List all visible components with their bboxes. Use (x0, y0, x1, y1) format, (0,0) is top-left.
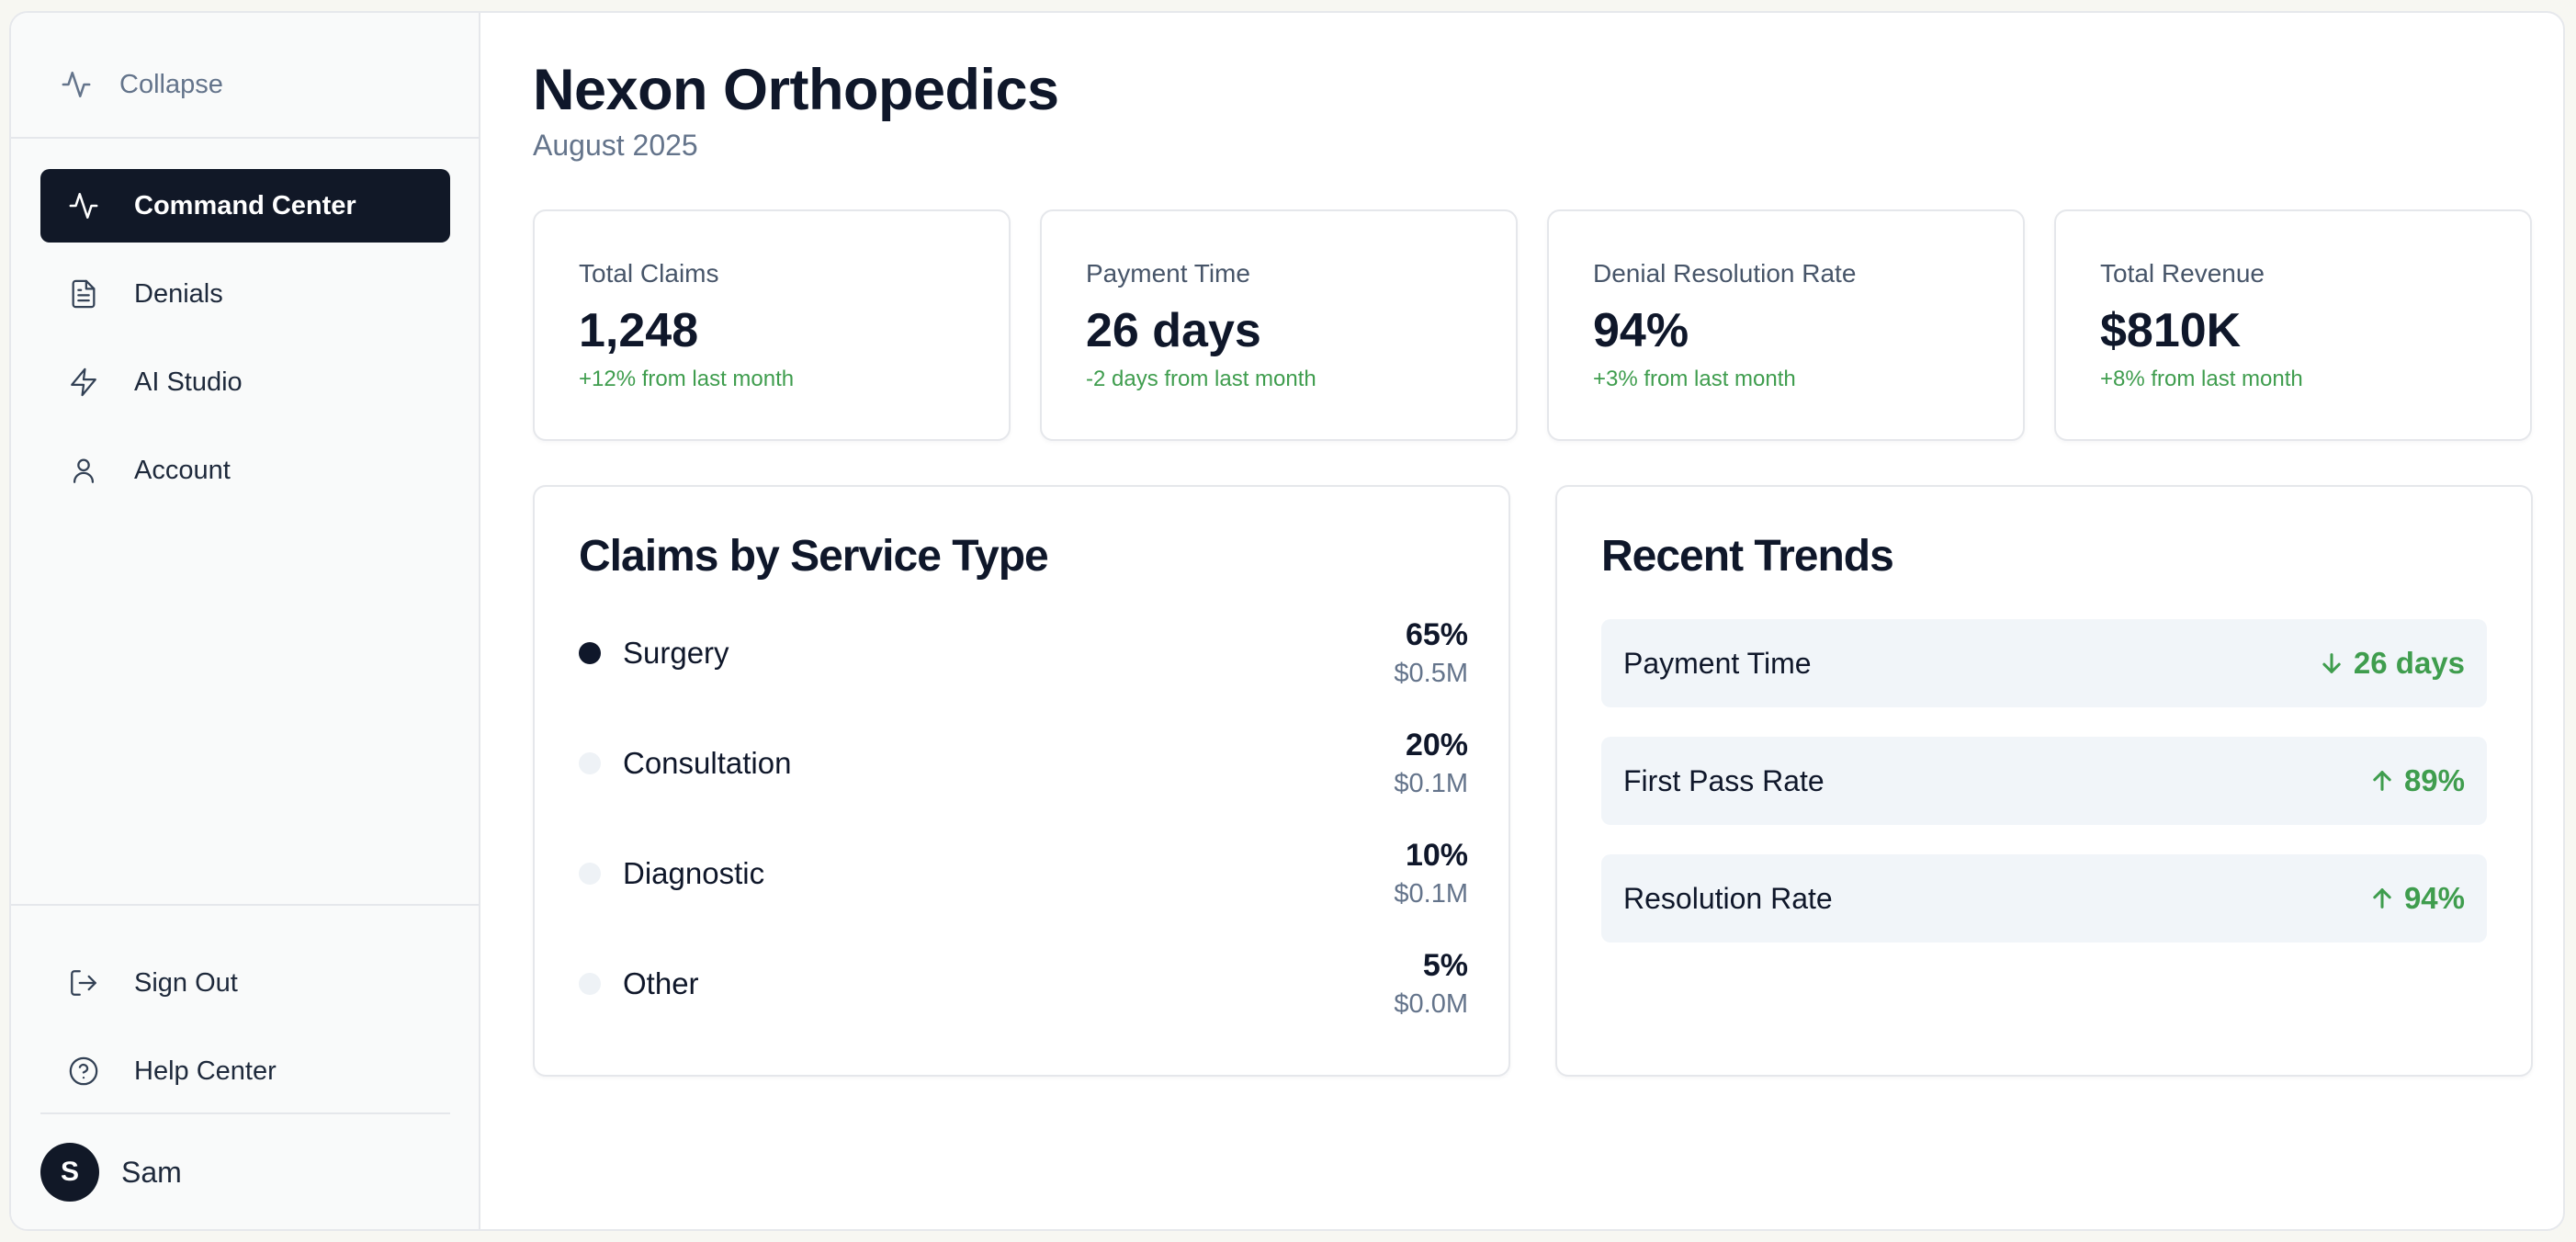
stat-change: -2 days from last month (1086, 367, 1316, 392)
panel-title: Claims by Service Type (579, 532, 1049, 581)
stat-card-total-claims: Total Claims 1,248 +12% from last month (533, 209, 1011, 441)
sidebar-item-denials[interactable]: Denials (40, 257, 450, 331)
service-name: Other (623, 966, 699, 1000)
stat-label: Payment Time (1086, 259, 1250, 288)
trend-row-payment-time: Payment Time 26 days (1601, 619, 2487, 707)
series-dot (579, 973, 601, 995)
help-icon (69, 1056, 98, 1086)
list-item: Diagnostic 10% $0.1M (579, 838, 1468, 948)
series-dot (579, 752, 601, 774)
sidebar-item-label: AI Studio (134, 367, 243, 397)
trend-value: 89% (2403, 763, 2465, 797)
stat-value: 94% (1593, 304, 1689, 357)
stat-card-total-revenue: Total Revenue $810K +8% from last month (2054, 209, 2532, 441)
user-icon (73, 458, 95, 483)
series-dot (579, 863, 601, 885)
document-icon (72, 279, 96, 309)
stat-label: Total Claims (579, 259, 719, 288)
lightning-icon (71, 367, 96, 397)
trend-name: Payment Time (1623, 646, 1812, 680)
list-item: Other 5% $0.0M (579, 948, 1468, 1058)
trend-value: 94% (2403, 881, 2465, 915)
list-item: Consultation 20% $0.1M (579, 728, 1468, 838)
service-percent: 20% (1405, 728, 1468, 762)
recent-trends-panel: Recent Trends Payment Time 26 days First… (1555, 485, 2533, 1077)
arrow-down-icon (2322, 653, 2341, 673)
service-amount: $0.1M (1394, 879, 1468, 909)
stat-card-payment-time: Payment Time 26 days -2 days from last m… (1040, 209, 1518, 441)
activity-icon (62, 71, 91, 98)
arrow-up-icon (2373, 888, 2391, 909)
trend-list: Payment Time 26 days First Pass Rate 89%… (1601, 619, 2487, 972)
service-name: Consultation (623, 746, 792, 780)
service-amount: $0.0M (1394, 989, 1468, 1019)
service-name: Surgery (623, 636, 729, 670)
arrow-up-icon (2373, 771, 2391, 791)
page-subtitle: August 2025 (533, 129, 698, 162)
sign-out-label: Sign Out (134, 967, 238, 998)
collapse-label: Collapse (119, 69, 223, 99)
service-name: Diagnostic (623, 856, 765, 890)
sidebar-item-label: Account (134, 455, 231, 485)
collapse-button[interactable]: Collapse (61, 59, 223, 110)
main-content: Nexon Orthopedics August 2025 Total Clai… (480, 13, 2563, 1229)
stat-value: $810K (2100, 304, 2242, 357)
sidebar-item-account[interactable]: Account (40, 434, 450, 507)
sidebar-item-label: Denials (134, 278, 223, 309)
service-list: Surgery 65% $0.5M Consultation 20% $0.1M (579, 617, 1468, 1058)
stat-change: +8% from last month (2100, 367, 2303, 392)
sidebar-nav: Command Center Denials AI Studio Account (40, 169, 450, 522)
trend-value: 26 days (2353, 646, 2465, 680)
help-center-button[interactable]: Help Center (40, 1034, 450, 1108)
stat-label: Denial Resolution Rate (1593, 259, 1857, 288)
trend-row-first-pass-rate: First Pass Rate 89% (1601, 737, 2487, 825)
user-name: Sam (121, 1155, 182, 1189)
sign-out-button[interactable]: Sign Out (40, 946, 450, 1020)
avatar: S (40, 1143, 99, 1202)
sign-out-icon (71, 970, 96, 996)
service-percent: 65% (1405, 617, 1468, 652)
panel-title: Recent Trends (1601, 532, 1894, 581)
service-percent: 5% (1422, 948, 1468, 983)
service-amount: $0.5M (1394, 659, 1468, 688)
trend-value-wrap: 89% (2369, 763, 2465, 798)
page-title: Nexon Orthopedics (533, 58, 1059, 122)
sidebar-item-label: Command Center (134, 190, 356, 220)
stat-card-denial-resolution-rate: Denial Resolution Rate 94% +3% from last… (1547, 209, 2025, 441)
activity-icon (69, 192, 98, 220)
user-profile[interactable]: S Sam (40, 1143, 182, 1202)
trend-row-resolution-rate: Resolution Rate 94% (1601, 854, 2487, 943)
stat-value: 26 days (1086, 304, 1261, 357)
app-window: Collapse Command Center Denials AI Studi… (9, 11, 2565, 1231)
stat-change: +3% from last month (1593, 367, 1796, 392)
claims-by-service-panel: Claims by Service Type Surgery 65% $0.5M (533, 485, 1510, 1077)
sidebar-divider (11, 904, 479, 906)
sidebar-item-ai-studio[interactable]: AI Studio (40, 345, 450, 419)
stat-change: +12% from last month (579, 367, 795, 392)
stats-row: Total Claims 1,248 +12% from last month … (533, 209, 2532, 441)
sidebar-divider (11, 137, 479, 139)
sidebar: Collapse Command Center Denials AI Studi… (11, 13, 480, 1229)
service-amount: $0.1M (1394, 769, 1468, 798)
trend-name: Resolution Rate (1623, 881, 1833, 915)
trend-value-wrap: 26 days (2319, 646, 2465, 681)
series-dot (579, 642, 601, 664)
trend-name: First Pass Rate (1623, 763, 1825, 797)
sidebar-bottom-nav: Sign Out Help Center (40, 946, 450, 1123)
service-percent: 10% (1405, 838, 1468, 873)
stat-value: 1,248 (579, 304, 699, 357)
stat-label: Total Revenue (2100, 259, 2265, 288)
user-divider (40, 1112, 450, 1114)
sidebar-item-command-center[interactable]: Command Center (40, 169, 450, 243)
list-item: Surgery 65% $0.5M (579, 617, 1468, 728)
trend-value-wrap: 94% (2369, 881, 2465, 916)
help-center-label: Help Center (134, 1056, 277, 1086)
